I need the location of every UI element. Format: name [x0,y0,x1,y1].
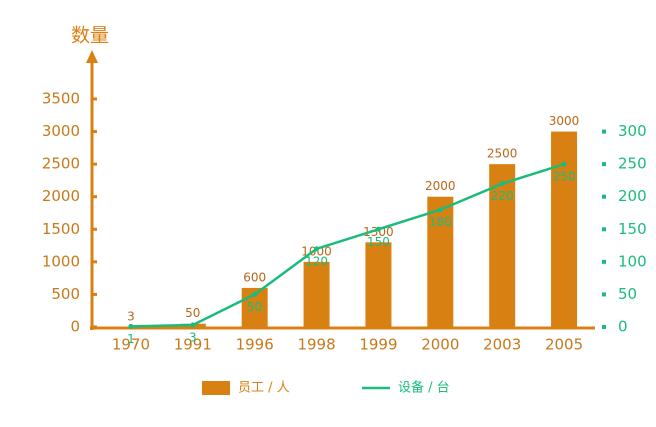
bar [551,132,577,327]
line-label: 120 [305,254,328,268]
y2-tick-label: 50 [618,285,637,303]
line-point [190,323,195,328]
line-label: 1 [127,332,135,346]
x-tick-label: 2005 [545,336,583,354]
line-point [562,162,567,167]
y-axis-arrow [86,50,98,63]
legend-swatch [202,381,230,395]
x-tick-label: 2000 [421,336,459,354]
y-tick-label: 500 [51,285,80,303]
y2-tick-label: 300 [618,122,647,140]
line-label: 3 [189,331,197,345]
line-point [500,181,505,186]
y-tick-label: 0 [70,318,80,336]
y2-tick-label: 100 [618,252,647,270]
y-tick-label: 3000 [42,122,80,140]
line-label: 180 [429,215,452,229]
bar-label: 2000 [425,179,456,193]
y2-tick-label: 150 [618,220,647,238]
legend-label: 设备 / 台 [398,380,450,396]
line-point [128,324,133,329]
bar-label: 3000 [549,114,580,128]
y-tick-label: 1500 [42,220,80,238]
y-tick-label: 2000 [42,187,80,205]
bar [365,242,391,327]
line-label: 50 [247,300,262,314]
y-axis-label: 数量 [71,25,109,47]
y-tick-label: 1000 [42,252,80,270]
y2-tick [602,260,606,264]
y2-tick [602,195,606,199]
line-point [252,292,257,297]
x-tick-label: 1999 [359,336,397,354]
y2-tick-label: 0 [618,318,628,336]
line-point [376,227,381,232]
y2-tick [602,227,606,231]
bar-label: 2500 [487,147,518,161]
y2-tick [602,162,606,166]
line-label: 220 [491,189,514,203]
y2-tick-label: 200 [618,187,647,205]
y-tick-label: 3500 [42,90,80,108]
y-tick-label: 2500 [42,155,80,173]
line-label: 250 [553,170,576,184]
x-tick-label: 1996 [236,336,274,354]
x-tick-label: 1998 [297,336,335,354]
bar [304,262,330,327]
y2-tick [602,130,606,134]
legend-label: 员工 / 人 [238,381,290,396]
bar-label: 3 [127,309,135,323]
bar-label: 600 [243,270,266,284]
y2-tick-label: 250 [618,155,647,173]
line-point [314,246,319,251]
bar-label: 50 [185,306,200,320]
y2-tick [602,292,606,296]
x-tick-label: 2003 [483,336,521,354]
line-label: 150 [367,235,390,249]
line-point [438,207,443,212]
y2-tick [602,325,606,329]
